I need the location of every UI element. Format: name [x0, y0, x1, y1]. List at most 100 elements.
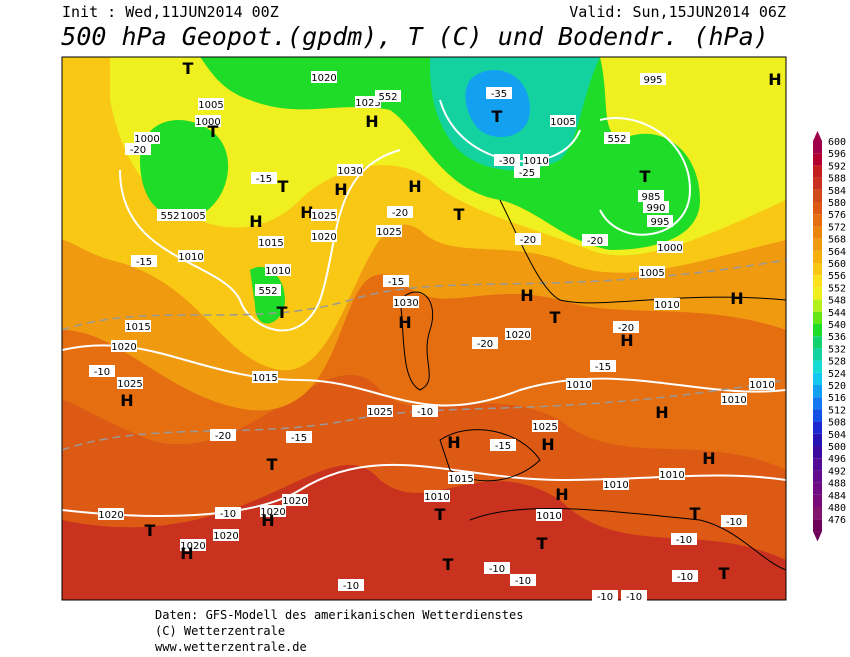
- contour-label-box: [337, 164, 363, 176]
- contour-label-box: [721, 515, 747, 527]
- contour-label-box: [532, 420, 558, 432]
- colorbar-label: 524: [828, 369, 846, 380]
- contour-label-box: [638, 190, 664, 202]
- contour-label: -20: [215, 431, 231, 442]
- contour-label-box: [117, 377, 143, 389]
- contour-label: 1005: [198, 100, 223, 111]
- colorbar-swatch: [813, 324, 822, 337]
- pressure-center: H: [555, 485, 568, 504]
- contour-label-box: [393, 296, 419, 308]
- contour-label: 1020: [98, 510, 123, 521]
- colorbar-swatch: [813, 360, 822, 373]
- colorbar-swatch: [813, 409, 822, 422]
- colorbar-label: 544: [828, 308, 846, 319]
- contour-label: 1010: [178, 252, 203, 263]
- contour-label-box: [180, 209, 206, 221]
- map-title: 500 hPa Geopot.(gpdm), T (C) und Bodendr…: [61, 22, 768, 51]
- colorbar-swatch: [813, 189, 822, 202]
- pressure-center: T: [454, 205, 465, 224]
- colorbar-cap-bottom: [813, 531, 822, 542]
- contour-label: 1020: [213, 531, 238, 542]
- colorbar-label: 548: [828, 296, 846, 307]
- map-frame: [61, 56, 787, 601]
- contour-label: 1010: [749, 380, 774, 391]
- colorbar-label: 508: [828, 418, 846, 429]
- contour-label-box: [258, 236, 284, 248]
- contour-label: 1010: [654, 300, 679, 311]
- colorbar-swatch: [813, 372, 822, 385]
- contour-label: 1025: [117, 379, 142, 390]
- contour-label-box: [550, 115, 576, 127]
- colorbar-label: 584: [828, 186, 846, 197]
- contour-label-box: [514, 166, 540, 178]
- contour-label-box: [383, 275, 409, 287]
- colorbar-swatch: [813, 446, 822, 459]
- pressure-center: T: [492, 107, 503, 126]
- contour-label: 1025: [311, 211, 336, 222]
- footer-line: (C) Wetterzentrale: [155, 624, 285, 638]
- contour-label: 1025: [376, 227, 401, 238]
- contour-label-box: [255, 284, 281, 296]
- colorbar-label: 576: [828, 210, 846, 221]
- colorbar-label: 504: [828, 430, 846, 441]
- contour-label: 1015: [252, 373, 277, 384]
- colorbar-swatch: [813, 177, 822, 190]
- init-time: Init : Wed,11JUN2014 00Z: [62, 3, 279, 21]
- contour-label-box: [157, 209, 183, 221]
- contour-label: -10: [677, 572, 693, 583]
- contour-label: 552: [160, 211, 179, 222]
- map: [61, 56, 787, 601]
- pressure-center: H: [261, 511, 274, 530]
- contour-label: -15: [136, 257, 152, 268]
- contour-label-box: [89, 365, 115, 377]
- colorbar-label: 592: [828, 161, 846, 172]
- contour-label-box: [131, 255, 157, 267]
- pressure-center: H: [408, 177, 421, 196]
- contour-label-box: [215, 507, 241, 519]
- pressure-center: H: [768, 70, 781, 89]
- contour-label-box: [376, 225, 402, 237]
- colorbar-swatch: [813, 141, 822, 154]
- contour-label: -20: [130, 145, 146, 156]
- pressure-center: H: [180, 544, 193, 563]
- colorbar-label: 512: [828, 405, 846, 416]
- contour-label-box: [265, 264, 291, 276]
- contour-label: 990: [646, 203, 665, 214]
- contour-label: -15: [595, 362, 611, 373]
- pressure-center: H: [620, 331, 633, 350]
- colorbar-label: 484: [828, 491, 846, 502]
- pressure-center: H: [249, 212, 262, 231]
- colorbar-label: 480: [828, 503, 846, 514]
- footer-line: Daten: GFS-Modell des amerikanischen Wet…: [155, 608, 523, 622]
- pressure-center: T: [183, 59, 194, 78]
- contour-label-box: [412, 405, 438, 417]
- colorbar-swatch: [813, 397, 822, 410]
- colorbar-swatch: [813, 263, 822, 276]
- contour-label-box: [621, 590, 647, 602]
- contour-label: 1020: [505, 330, 530, 341]
- contour-label-box: [180, 539, 206, 551]
- contour-label-box: [647, 215, 673, 227]
- contour-label-box: [311, 71, 337, 83]
- pressure-center: H: [702, 449, 715, 468]
- contour-label: -10: [515, 576, 531, 587]
- colorbar-cap-top: [813, 131, 822, 141]
- pressure-center: T: [435, 505, 446, 524]
- contour-label-box: [536, 509, 562, 521]
- contour-label: -10: [489, 564, 505, 575]
- colorbar-swatch: [813, 458, 822, 471]
- contour-label-box: [111, 340, 137, 352]
- pressure-center: H: [541, 435, 554, 454]
- contour-label: 995: [643, 75, 662, 86]
- contour-label-box: [640, 73, 666, 85]
- contour-label: 1005: [550, 117, 575, 128]
- contour-label: 1025: [367, 407, 392, 418]
- colorbar-label: 500: [828, 442, 846, 453]
- contour-label: -10: [726, 517, 742, 528]
- contour-label: 1000: [134, 134, 159, 145]
- pressure-center: H: [365, 112, 378, 131]
- contour-label-box: [195, 115, 221, 127]
- pressure-center: T: [208, 122, 219, 141]
